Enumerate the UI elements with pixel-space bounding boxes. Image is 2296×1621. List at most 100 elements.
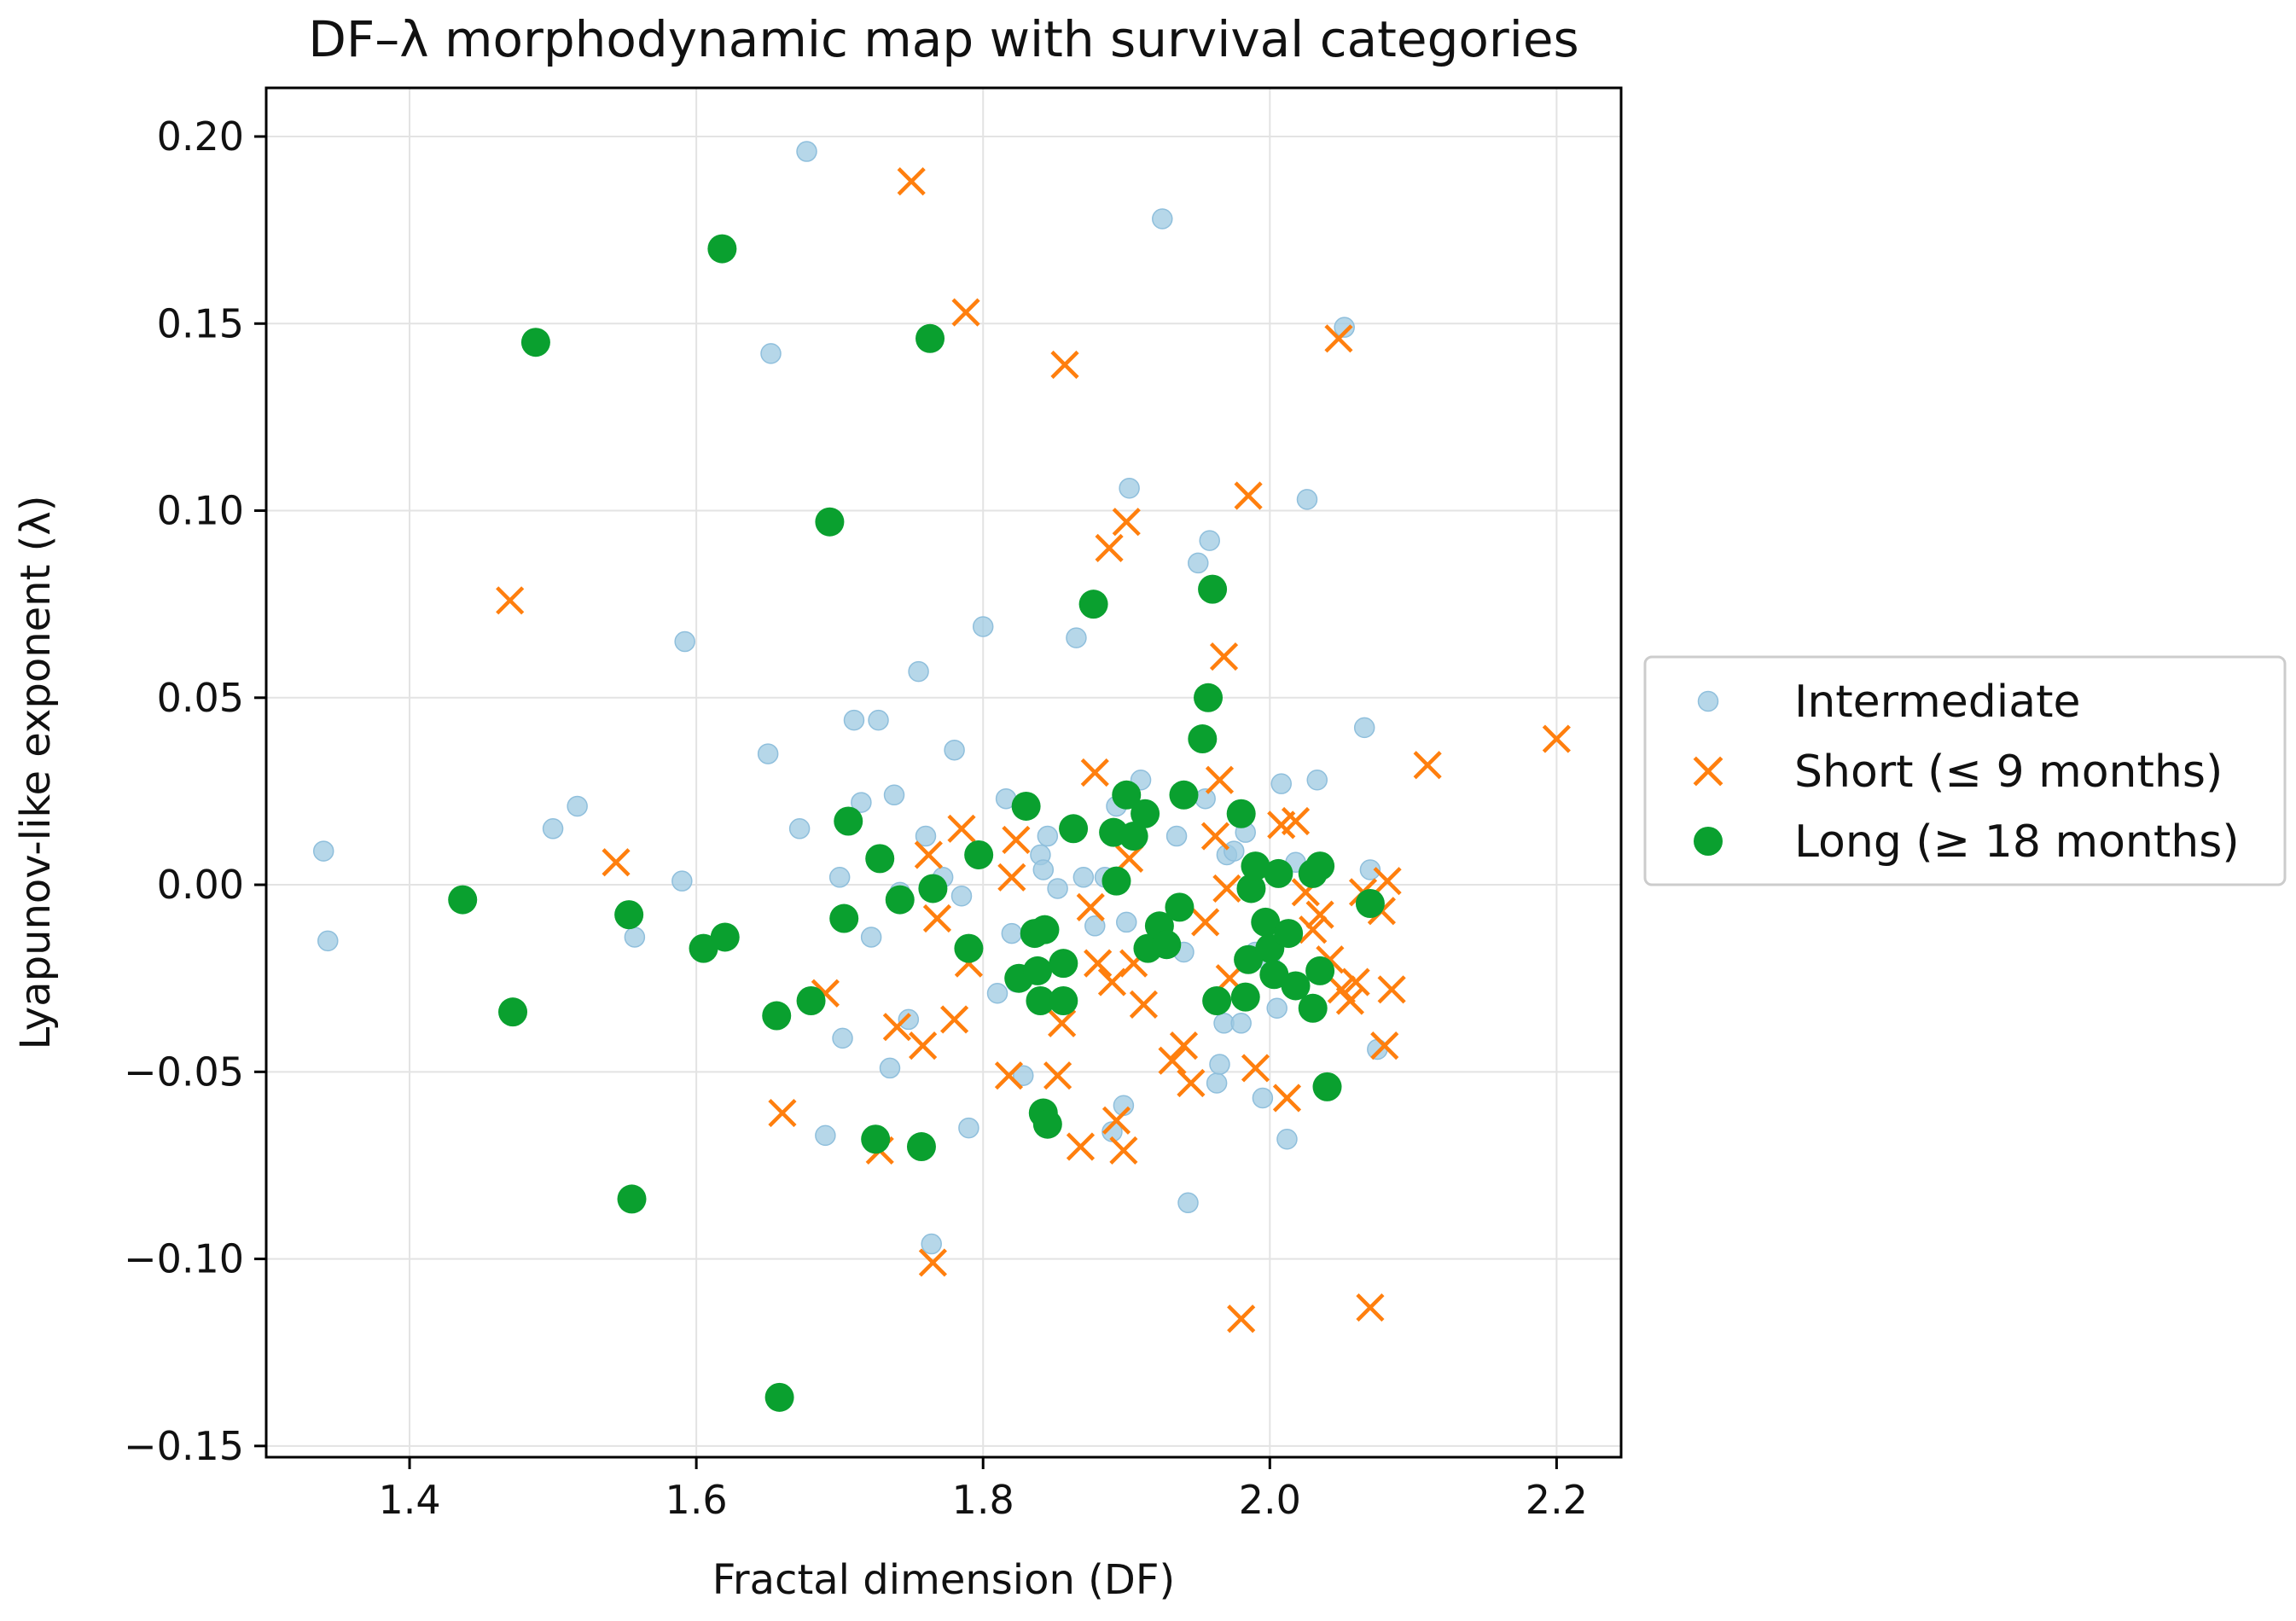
data-point [921,1233,942,1255]
data-point [1356,1293,1385,1322]
data-point [915,323,945,353]
data-point [1112,780,1142,810]
x-stroke [1048,1008,1077,1037]
data-point [1084,949,1113,978]
data-point [1272,1084,1302,1113]
data-point [1165,825,1188,847]
x-stroke [1299,915,1328,944]
data-point [1032,859,1055,880]
data-point [964,840,994,869]
x-stroke [1112,508,1141,537]
data-point [1116,911,1137,933]
data-point [1152,930,1182,960]
data-point [1047,878,1068,899]
data-point [1049,949,1078,979]
legend-box [1643,655,2287,886]
data-point [1097,967,1127,996]
data-point [986,982,1008,1004]
data-point [1212,874,1241,903]
data-point [768,1098,797,1128]
data-point [1266,997,1288,1020]
data-points [312,141,1571,1412]
legend-label: Intermediate [1794,677,2081,728]
data-point [1305,956,1335,985]
series-2 [448,234,1385,1412]
data-point [1169,780,1199,810]
data-point [954,933,984,963]
data-point [868,709,889,731]
x-stroke [1002,825,1031,855]
data-point [1281,806,1311,836]
x-stroke [1095,533,1124,562]
x-tick-label: 2.0 [1239,1477,1301,1523]
data-point [908,660,929,683]
data-point [1274,919,1304,949]
x-tick-label: 1.4 [378,1477,440,1523]
x-stroke [997,863,1026,892]
data-point [1115,844,1144,873]
x-stroke [1169,1031,1199,1060]
data-point [951,298,980,327]
x-stroke [1177,1068,1206,1098]
y-tick-label: 0.10 [157,488,244,534]
x-stroke [914,840,943,869]
x-stroke [1693,756,1723,787]
x-stroke [1097,967,1127,996]
x-stroke [1305,900,1334,929]
legend-marker [1694,827,1723,856]
data-point [1177,1068,1206,1098]
data-point [1152,208,1173,229]
x-stroke [1241,1054,1270,1083]
x-stroke [1413,751,1442,780]
data-point [865,844,895,874]
x-stroke [1209,642,1239,671]
x-stroke [1227,1304,1256,1333]
data-point [861,1124,891,1154]
data-point [312,840,334,862]
data-point [1234,944,1264,974]
data-point [994,1061,1024,1090]
data-point [897,167,926,196]
x-stroke [1356,1293,1385,1322]
data-point [1377,975,1406,1004]
data-point [788,818,811,840]
data-point [1194,683,1224,712]
data-point [1224,840,1245,862]
data-point [1011,791,1041,821]
x-stroke [602,848,631,877]
data-point [815,1124,836,1147]
data-point [1359,859,1381,880]
grid [266,88,1621,1457]
x-stroke [1043,1061,1072,1090]
data-point [944,739,965,761]
data-point [1230,1013,1252,1034]
y-tick-label: 0.00 [157,862,244,908]
y-tick-label: −0.15 [124,1423,244,1469]
data-point [1037,825,1059,847]
x-stroke [1129,990,1159,1019]
data-point [1043,1061,1072,1090]
data-point [689,933,718,963]
legend-item: Intermediate [1697,677,2081,728]
data-point [602,848,631,877]
legend: Intermediate Short (≤ 9 months) Long (≥ 18… [1643,655,2287,886]
x-stroke [1066,1132,1096,1161]
data-point [1264,858,1293,888]
data-point [1066,1132,1096,1161]
x-stroke [897,167,926,196]
data-point [909,1031,938,1060]
data-point [1169,1031,1199,1060]
x-stroke [1205,765,1235,794]
data-point [520,328,550,357]
legend-item: Short (≤ 9 months) [1693,747,2223,798]
data-point [958,1117,979,1139]
data-point [1299,915,1328,944]
x-stroke [1200,822,1230,851]
x-stroke [1076,892,1105,921]
data-point [1209,642,1239,671]
data-point [1298,993,1328,1023]
data-point [1158,1046,1187,1075]
x-stroke [1335,986,1364,1015]
data-point [624,927,646,948]
data-point [1312,1072,1342,1101]
